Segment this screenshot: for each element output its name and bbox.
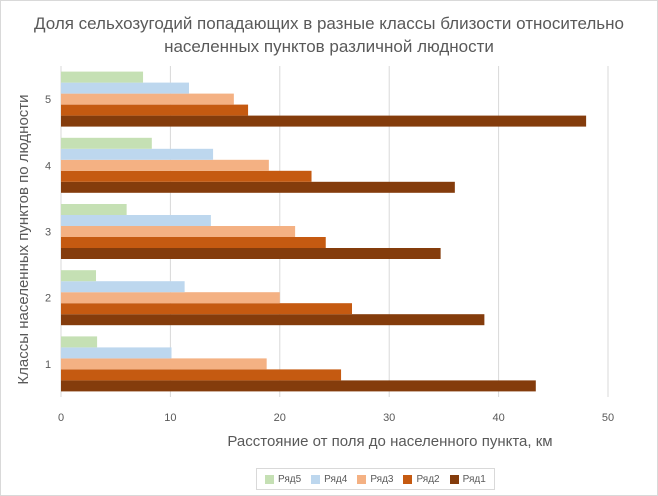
bar-Ряд4-cat-1 <box>61 347 172 359</box>
legend-label-Ряд1: Ряд1 <box>462 473 486 485</box>
y-tick-label-5: 5 <box>45 94 51 106</box>
bar-Ряд5-cat-4 <box>61 137 152 149</box>
chart-title-line-2: населенных пунктов различной людности <box>164 37 494 56</box>
legend-item-Ряд2: Ряд2 <box>403 473 440 485</box>
bar-Ряд4-cat-2 <box>61 281 185 293</box>
chart-legend: Ряд5 Ряд4 Ряд3 Ряд2 Ряд1 <box>256 468 495 490</box>
x-tick-label-10: 10 <box>164 412 176 424</box>
y-tick-label-2: 2 <box>45 293 51 305</box>
x-tick-label-0: 0 <box>58 412 64 424</box>
bar-Ряд2-cat-3 <box>61 237 326 248</box>
x-tick-label-20: 20 <box>274 412 286 424</box>
legend-label-Ряд2: Ряд2 <box>416 473 440 485</box>
bar-Ряд1-cat-5 <box>61 115 587 127</box>
bar-Ряд5-cat-3 <box>61 204 127 215</box>
bar-Ряд5-cat-2 <box>61 270 97 282</box>
bar-Ряд2-cat-2 <box>61 303 353 315</box>
chart-border-left <box>0 0 1 496</box>
bar-Ряд5-cat-1 <box>61 336 98 348</box>
bar-Ряд2-cat-4 <box>61 170 312 182</box>
y-tick-label-1: 1 <box>45 359 51 371</box>
bar-Ряд4-cat-4 <box>61 148 214 160</box>
legend-label-Ряд4: Ряд4 <box>324 473 348 485</box>
bar-Ряд2-cat-5 <box>61 104 249 116</box>
legend-swatch-Ряд2 <box>403 474 413 484</box>
bar-Ряд3-cat-3 <box>61 226 296 237</box>
chart-title-line-1: Доля сельхозугодий попадающих в разные к… <box>34 14 624 33</box>
x-tick-label-50: 50 <box>602 412 614 424</box>
legend-label-Ряд5: Ряд5 <box>278 473 302 485</box>
bar-Ряд3-cat-2 <box>61 292 280 304</box>
chart-border-top <box>0 0 658 1</box>
y-tick-label-4: 4 <box>45 160 51 172</box>
legend-swatch-Ряд4 <box>311 474 321 484</box>
bar-Ряд4-cat-3 <box>61 215 211 226</box>
legend-swatch-Ряд1 <box>449 474 459 484</box>
legend-item-Ряд1: Ряд1 <box>449 473 486 485</box>
bar-Ряд1-cat-3 <box>61 248 441 259</box>
x-axis-title: Расстояние от поля до населенного пункта… <box>227 433 552 450</box>
bar-Ряд5-cat-5 <box>61 71 144 83</box>
legend-swatch-Ряд5 <box>265 474 274 484</box>
legend-item-Ряд3: Ряд3 <box>357 474 393 485</box>
bar-Ряд3-cat-4 <box>61 159 269 171</box>
x-tick-label-30: 30 <box>383 412 395 424</box>
bar-Ряд1-cat-2 <box>61 314 485 326</box>
bar-Ряд4-cat-5 <box>61 82 189 94</box>
x-tick-label-40: 40 <box>492 412 504 424</box>
y-axis-title: Классы населенных пунктов по людности <box>15 94 32 384</box>
bar-Ряд2-cat-1 <box>61 369 342 381</box>
bar-Ряд1-cat-1 <box>61 380 536 392</box>
legend-label-Ряд3: Ряд3 <box>370 473 394 485</box>
legend-swatch-Ряд3 <box>357 474 367 484</box>
bar-Ряд3-cat-1 <box>61 358 267 370</box>
bar-Ряд1-cat-4 <box>61 181 455 193</box>
legend-item-Ряд4: Ряд4 <box>311 474 347 485</box>
legend-item-Ряд5: Ряд5 <box>265 474 301 485</box>
y-tick-label-3: 3 <box>45 227 51 239</box>
bar-Ряд3-cat-5 <box>61 93 234 105</box>
